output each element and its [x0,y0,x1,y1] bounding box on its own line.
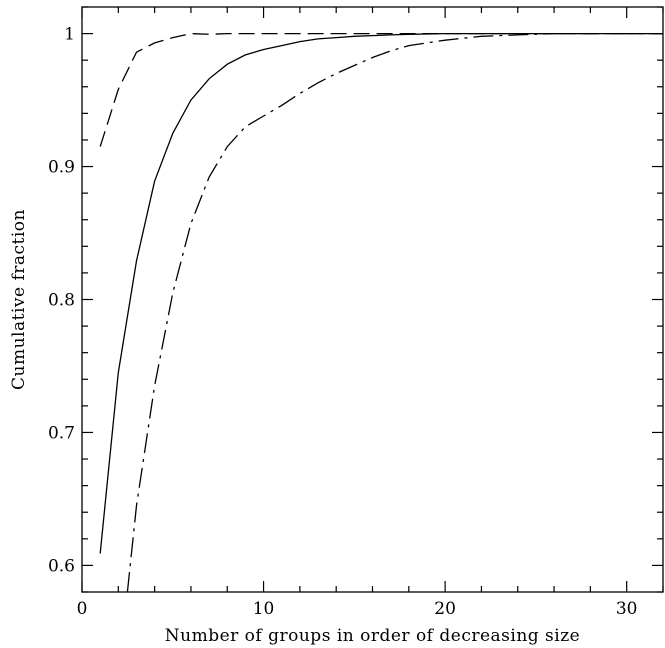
x-tick-label: 10 [253,599,275,619]
y-tick-label: 0.6 [48,556,75,576]
x-tick-labels: 0 10 20 30 [77,599,638,619]
axis-ticks [81,6,664,593]
series-line-long-dash [99,32,663,147]
x-tick-label: 20 [434,599,456,619]
y-tick-labels: 0.6 0.7 0.8 0.9 1 [48,25,75,577]
y-axis-title: Cumulative fraction [9,209,29,390]
series-line-solid [99,32,663,554]
data-series [99,32,663,593]
x-tick-label: 0 [77,599,88,619]
y-tick-label: 1 [64,25,75,45]
series-line-dash-dot [126,32,663,593]
plot-frame [81,6,664,593]
y-tick-label: 0.7 [48,423,75,443]
y-tick-label: 0.9 [48,158,75,178]
y-tick-label: 0.8 [48,291,75,311]
x-axis-title: Number of groups in order of decreasing … [165,626,580,646]
x-tick-label: 30 [616,599,638,619]
